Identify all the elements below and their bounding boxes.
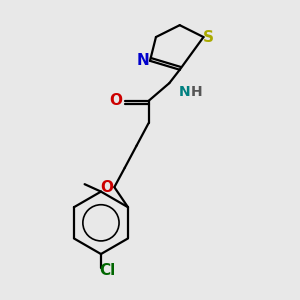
Text: N: N — [178, 85, 190, 99]
Text: O: O — [109, 94, 122, 109]
Text: N: N — [136, 53, 149, 68]
Text: S: S — [202, 30, 214, 45]
Text: H: H — [190, 85, 202, 99]
Text: Cl: Cl — [99, 263, 115, 278]
Text: O: O — [100, 180, 113, 195]
